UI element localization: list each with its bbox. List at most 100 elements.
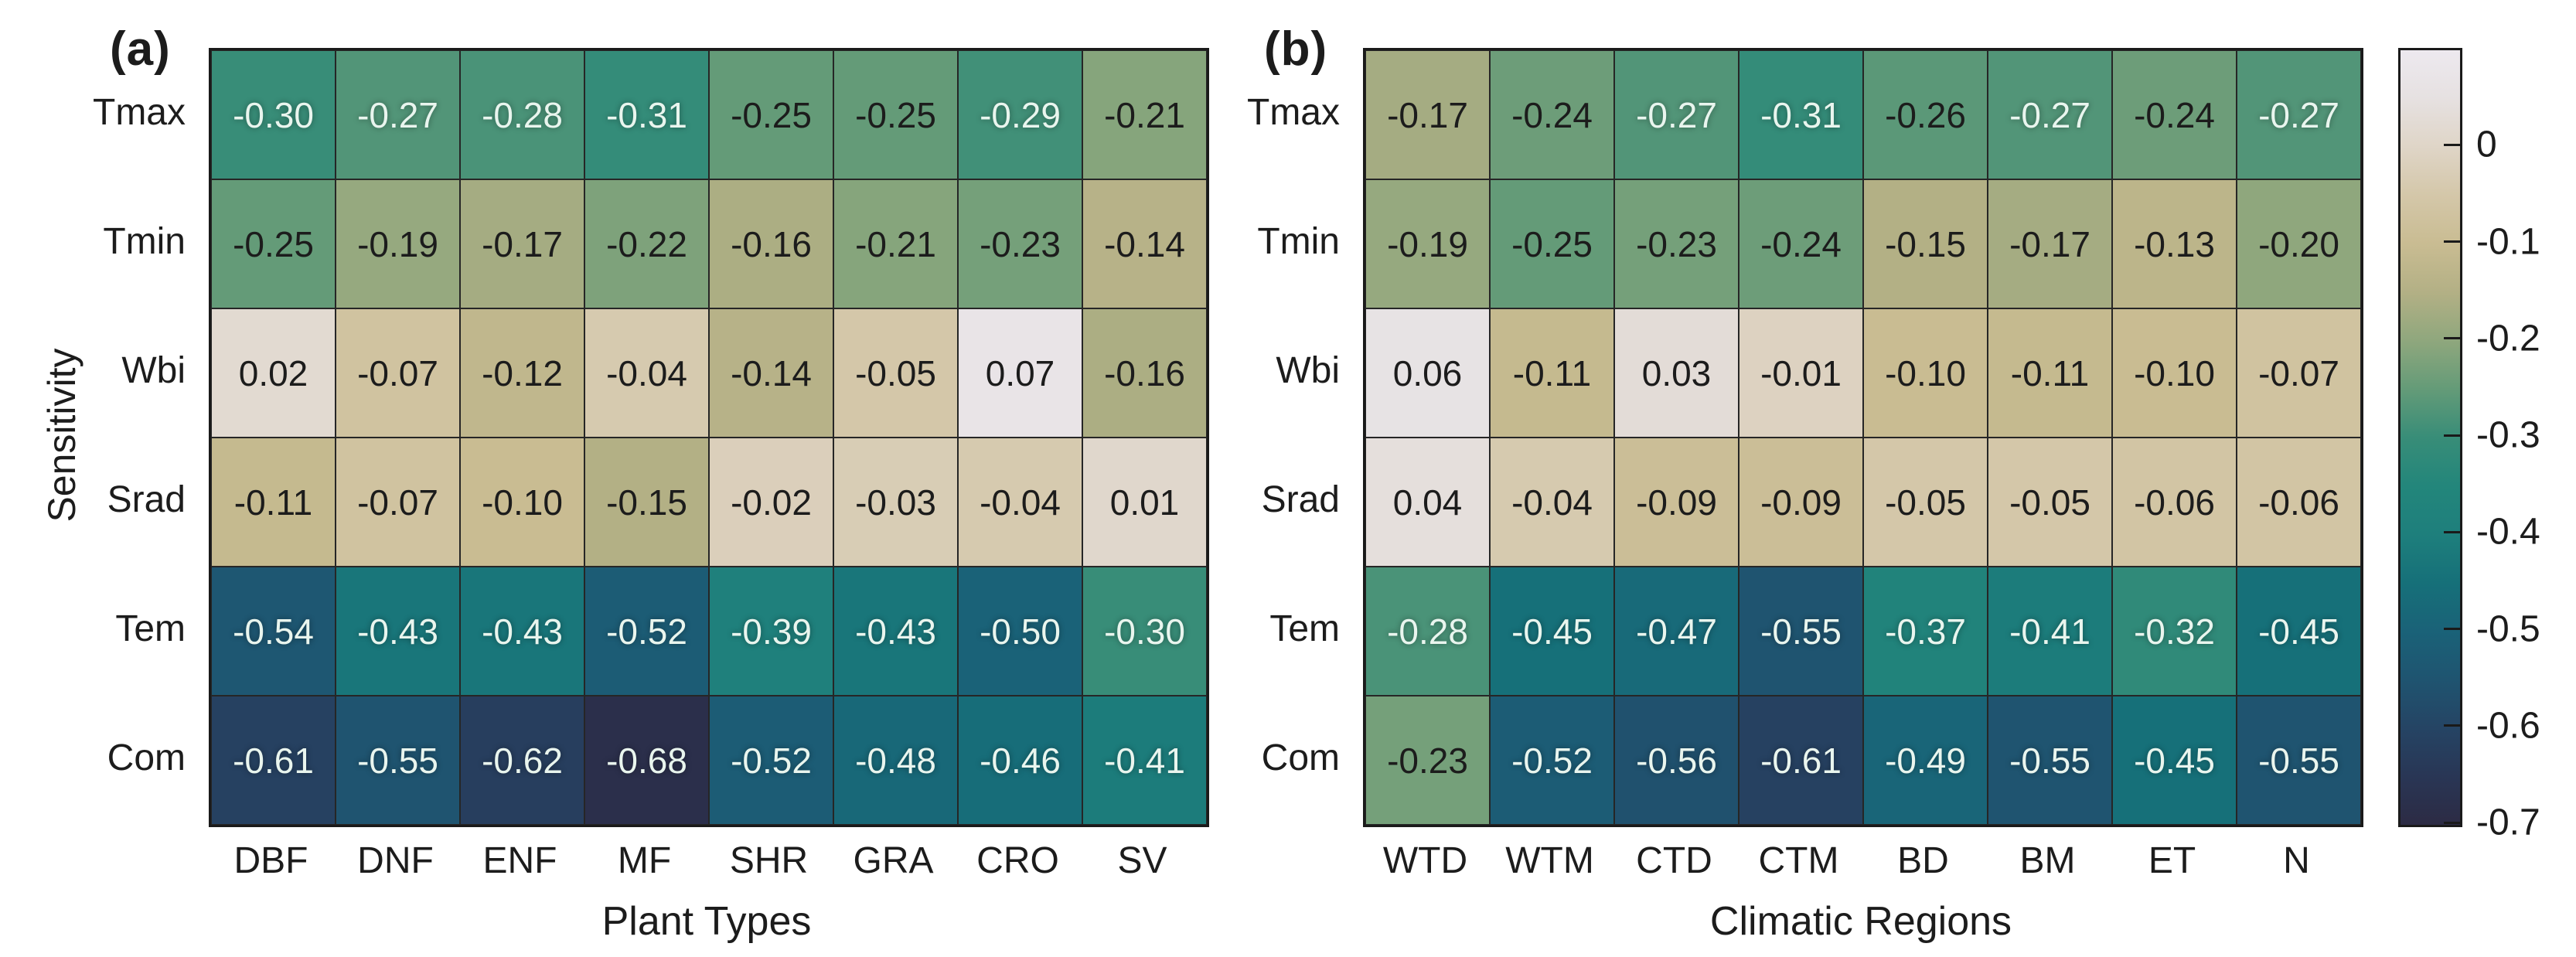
panel-a-col-labels: DBF DNF ENF MF SHR GRA CRO SV: [209, 840, 1205, 889]
heatmap-cell: -0.20: [2237, 179, 2361, 308]
heatmap-cell: -0.52: [709, 696, 833, 825]
colorbar-tick: [2444, 724, 2462, 727]
heatmap-cell: -0.45: [2112, 696, 2237, 825]
x-tick-label: WTM: [1505, 840, 1594, 881]
heatmap-cell: -0.37: [1863, 567, 1988, 696]
heatmap-cell: -0.28: [1365, 567, 1490, 696]
x-tick-label: ENF: [482, 840, 557, 881]
heatmap-cell: -0.09: [1739, 438, 1863, 567]
heatmap-cell: 0.02: [211, 308, 336, 438]
y-tick-label: Tem: [115, 608, 186, 649]
panel-a-letter: (a): [110, 22, 171, 76]
heatmap-cell: -0.41: [1988, 567, 2112, 696]
heatmap-grid-b: -0.17 -0.24 -0.27 -0.31 -0.26 -0.27 -0.24 -0.27…: [1363, 48, 2363, 827]
heatmap-cell: -0.17: [1365, 50, 1490, 179]
heatmap-cell: -0.19: [1365, 179, 1490, 308]
x-tick-label: SV: [1117, 840, 1167, 881]
colorbar-tick: [2444, 530, 2462, 533]
heatmap-cell: -0.25: [709, 50, 833, 179]
heatmap-cell: 0.04: [1365, 438, 1490, 567]
y-tick-label: Tmax: [1247, 92, 1340, 133]
heatmap-cell: -0.13: [2112, 179, 2237, 308]
heatmap-cell: 0.07: [958, 308, 1082, 438]
heatmap-cell: -0.50: [958, 567, 1082, 696]
heatmap-cell: -0.14: [1082, 179, 1207, 308]
heatmap-cell: -0.45: [2237, 567, 2361, 696]
heatmap-cell: -0.24: [1739, 179, 1863, 308]
heatmap-cell: -0.54: [211, 567, 336, 696]
colorbar-tick: [2444, 628, 2462, 630]
y-tick-label: Com: [107, 737, 186, 778]
heatmap-cell: -0.10: [2112, 308, 2237, 438]
heatmap-cell: -0.55: [2237, 696, 2361, 825]
heatmap-cell: -0.61: [211, 696, 336, 825]
colorbar-tick: [2444, 337, 2462, 340]
x-axis-title-b: Climatic Regions: [1709, 899, 2012, 944]
colorbar-tick: [2444, 434, 2462, 437]
heatmap-cell: -0.52: [1490, 696, 1614, 825]
heatmap-cell: -0.11: [1490, 308, 1614, 438]
heatmap-cell: -0.41: [1082, 696, 1207, 825]
heatmap-cell: -0.28: [460, 50, 584, 179]
y-tick-label: Tmax: [93, 92, 186, 133]
heatmap-cell: -0.19: [336, 179, 460, 308]
heatmap-grid-a: -0.30 -0.27 -0.28 -0.31 -0.25 -0.25 -0.29 -0.21…: [209, 48, 1209, 827]
colorbar-tick-label: -0.3: [2476, 414, 2540, 456]
heatmap-cell: -0.27: [2237, 50, 2361, 179]
heatmap-cell: -0.55: [1739, 567, 1863, 696]
heatmap-cell: -0.11: [211, 438, 336, 567]
heatmap-cell: -0.16: [709, 179, 833, 308]
heatmap-cell: 0.03: [1614, 308, 1739, 438]
heatmap-cell: -0.10: [460, 438, 584, 567]
heatmap-cell: -0.49: [1863, 696, 1988, 825]
heatmap-cell: -0.24: [2112, 50, 2237, 179]
heatmap-cell: -0.62: [460, 696, 584, 825]
heatmap-cell: -0.21: [833, 179, 958, 308]
x-tick-label: CTD: [1636, 840, 1712, 881]
heatmap-cell: -0.43: [833, 567, 958, 696]
heatmap-cell: -0.32: [2112, 567, 2237, 696]
colorbar-tick: [2444, 143, 2462, 146]
y-tick-label: Wbi: [121, 350, 186, 391]
x-tick-label: BM: [2019, 840, 2076, 881]
y-tick-label: Srad: [107, 479, 186, 520]
heatmap-cell: -0.43: [460, 567, 584, 696]
heatmap-cell: 0.01: [1082, 438, 1207, 567]
heatmap-cell: -0.05: [833, 308, 958, 438]
heatmap-cell: -0.61: [1739, 696, 1863, 825]
heatmap-cell: -0.14: [709, 308, 833, 438]
heatmap-cell: -0.06: [2237, 438, 2361, 567]
heatmap-cell: -0.23: [1614, 179, 1739, 308]
heatmap-cell: -0.25: [211, 179, 336, 308]
heatmap-cell: -0.23: [958, 179, 1082, 308]
y-tick-label: Tem: [1269, 608, 1340, 649]
heatmap-cell: -0.07: [336, 308, 460, 438]
heatmap-cell: -0.04: [1490, 438, 1614, 567]
heatmap-cell: -0.15: [1863, 179, 1988, 308]
heatmap-cell: -0.39: [709, 567, 833, 696]
y-tick-label: Wbi: [1276, 350, 1340, 391]
x-tick-label: MF: [617, 840, 672, 881]
colorbar-tick-label: 0: [2476, 124, 2497, 165]
x-tick-label: GRA: [853, 840, 934, 881]
heatmap-cell: -0.47: [1614, 567, 1739, 696]
y-tick-label: Srad: [1261, 479, 1340, 520]
heatmap-cell: -0.24: [1490, 50, 1614, 179]
y-tick-label: Tmin: [103, 221, 186, 262]
heatmap-cell: -0.07: [2237, 308, 2361, 438]
heatmap-cell: -0.25: [1490, 179, 1614, 308]
x-tick-label: CTM: [1758, 840, 1839, 881]
heatmap-cell: -0.52: [584, 567, 709, 696]
heatmap-cell: -0.04: [958, 438, 1082, 567]
heatmap-cell: -0.31: [584, 50, 709, 179]
heatmap-cell: -0.30: [1082, 567, 1207, 696]
heatmap-cell: -0.55: [1988, 696, 2112, 825]
heatmap-cell: -0.68: [584, 696, 709, 825]
heatmap-cell: -0.07: [336, 438, 460, 567]
x-tick-label: N: [2283, 840, 2310, 881]
heatmap-cell: -0.27: [1988, 50, 2112, 179]
colorbar-tick: [2444, 821, 2462, 824]
heatmap-cell: -0.10: [1863, 308, 1988, 438]
heatmap-cell: -0.26: [1863, 50, 1988, 179]
